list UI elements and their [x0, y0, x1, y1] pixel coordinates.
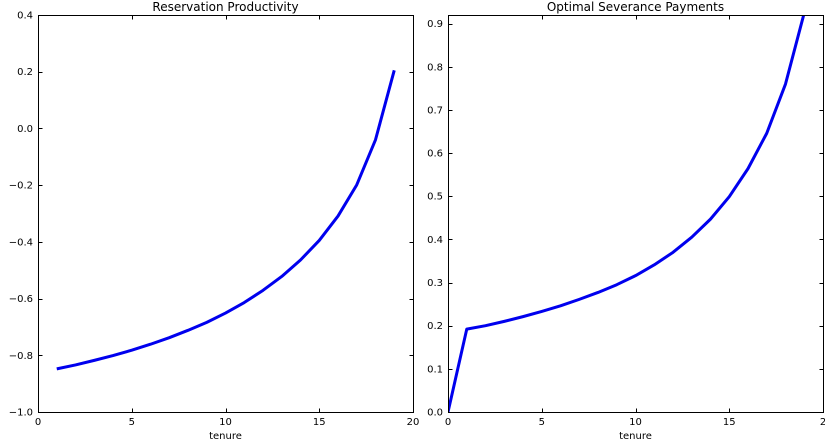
y-tick-label: 0.2	[17, 67, 33, 78]
y-tick-label: −0.6	[9, 294, 33, 305]
x-tick-label: 5	[539, 417, 545, 428]
series-line-group	[56, 69, 396, 371]
x-tick-label: 20	[407, 417, 420, 428]
panel-optimal-severance-payments: 0 5 10 15 2 0.0 0.1 0.2 0.3 0.4 0.5 0.6 0.7 0.8 0.9 Op…	[427, 0, 825, 442]
y-tick-label: 0.0	[427, 408, 443, 419]
y-tick-label: −0.8	[9, 351, 33, 362]
y-tick-label: 0.1	[427, 364, 443, 375]
y-tick-label: −1.0	[9, 408, 33, 419]
y-tick-label: 0.8	[427, 62, 443, 73]
plot-area	[448, 15, 823, 412]
x-tick-label: 0	[445, 417, 451, 428]
plot-area	[38, 15, 413, 412]
x-tick-label: 2	[820, 417, 825, 428]
y-tick-label: −0.2	[9, 181, 33, 192]
y-tick-label: 0.9	[427, 19, 443, 30]
y-tick-label: 0.7	[427, 105, 443, 116]
x-axis-label: tenure	[209, 431, 242, 442]
y-tick-label: 0.6	[427, 149, 443, 160]
tick-group: 0 5 10 15 2 0.0 0.1 0.2 0.3 0.4 0.5 0.6 0.7 0.8 0.9	[427, 15, 825, 428]
x-tick-label: 10	[219, 417, 232, 428]
x-tick-label: 5	[129, 417, 135, 428]
y-tick-label: 0.5	[427, 192, 443, 203]
y-tick-label: 0.4	[427, 235, 443, 246]
series-line	[56, 69, 396, 371]
chart-title: Optimal Severance Payments	[547, 0, 724, 14]
y-tick-label: 0.3	[427, 278, 443, 289]
x-tick-label: 10	[629, 417, 642, 428]
series-line	[448, 15, 806, 412]
x-tick-label: 15	[723, 417, 736, 428]
x-tick-label: 0	[35, 417, 41, 428]
y-tick-label: 0.2	[427, 321, 443, 332]
x-tick-label: 15	[313, 417, 326, 428]
panel-reservation-productivity: 0 5 10 15 20 −1.0 −0.8 −0.6 −0.4 −0.2 0.0 0.2 0.4 Re…	[9, 0, 420, 442]
y-tick-label: 0.4	[17, 11, 33, 22]
chart-title: Reservation Productivity	[152, 0, 298, 14]
y-tick-label: −0.4	[9, 237, 33, 248]
y-tick-label: 0.0	[17, 124, 33, 135]
tick-group: 0 5 10 15 20 −1.0 −0.8 −0.6 −0.4 −0.2 0.0 0.2 0.4	[9, 11, 420, 429]
x-axis-label: tenure	[619, 431, 652, 442]
series-line-group	[448, 15, 806, 412]
